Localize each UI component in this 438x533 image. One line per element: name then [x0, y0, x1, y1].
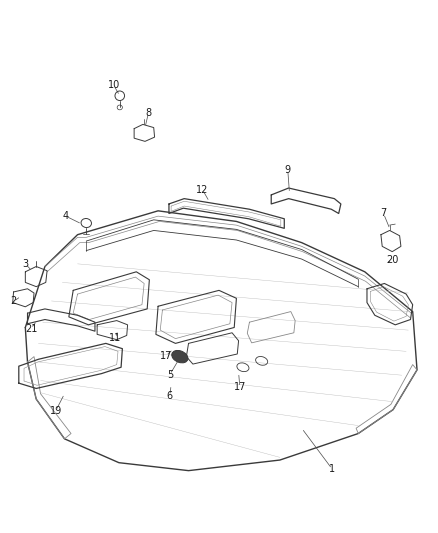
Text: 1: 1	[329, 464, 335, 474]
Text: 8: 8	[145, 108, 152, 118]
Text: 20: 20	[386, 255, 399, 265]
Text: 6: 6	[167, 391, 173, 401]
Text: 3: 3	[22, 259, 28, 269]
Text: 17: 17	[160, 351, 172, 361]
Text: 19: 19	[49, 406, 62, 416]
Text: 21: 21	[25, 324, 37, 334]
Text: 10: 10	[108, 80, 120, 90]
Text: 2: 2	[11, 296, 17, 306]
Text: 5: 5	[167, 370, 173, 379]
Text: 9: 9	[285, 165, 291, 175]
Ellipse shape	[172, 350, 188, 363]
Text: 7: 7	[380, 208, 387, 219]
Text: 17: 17	[234, 382, 246, 392]
Text: 11: 11	[110, 333, 121, 343]
Text: 4: 4	[63, 211, 69, 221]
Text: 12: 12	[196, 184, 208, 195]
